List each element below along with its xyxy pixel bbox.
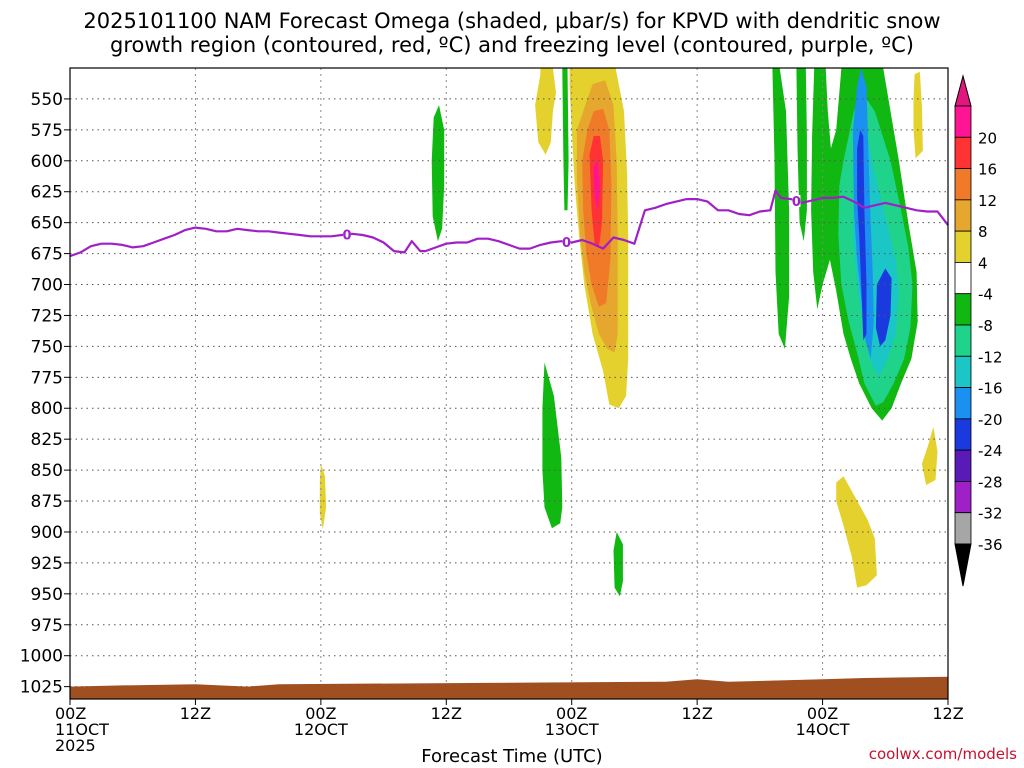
omega-region-7 — [431, 105, 445, 242]
colorbar-label: 12 — [978, 192, 997, 210]
omega-region-12 — [921, 426, 938, 485]
colorbar-bin — [954, 168, 972, 201]
y-tick-label: 600 — [31, 152, 63, 172]
freezing-label-bg-2 — [792, 195, 801, 208]
x-tick-label: 12Z — [681, 704, 712, 723]
colorbar-bin — [954, 418, 972, 451]
omega-region-5 — [593, 160, 600, 211]
y-tick-label: 875 — [31, 492, 63, 512]
surface-terrain — [70, 676, 948, 699]
omega-region-10 — [319, 463, 327, 530]
colorbar-label: -24 — [978, 442, 1003, 460]
plot-frame — [69, 67, 949, 700]
y-axis: 550 575 600 625 650 675 700 725 750 775 800 825 850 8… — [20, 90, 70, 698]
freezing-level-layer: 0 0 0 — [69, 189, 949, 258]
freezing-level-label: 0 — [792, 195, 801, 210]
colorbar-bin — [954, 387, 972, 420]
colorbar-bin — [954, 512, 972, 545]
colorbar-label: 16 — [978, 161, 997, 179]
omega-region-21 — [875, 268, 892, 347]
colorbar-label: -16 — [978, 380, 1003, 398]
y-tick-label: 700 — [31, 276, 63, 296]
y-tick-label: 550 — [31, 90, 63, 110]
colorbar-bottom-arrow — [954, 543, 972, 587]
y-tick-label: 925 — [31, 554, 63, 574]
x-tick-label: 00Z — [55, 704, 86, 723]
chart-title-line-1: 2025101100 NAM Forecast Omega (shaded, μ… — [83, 9, 941, 33]
colorbar-bin — [954, 324, 972, 357]
freezing-label-bg-1 — [562, 235, 571, 248]
x-tick-label: 2025 — [55, 736, 96, 755]
y-tick-label: 950 — [31, 585, 63, 605]
colorbar-label: -28 — [978, 473, 1003, 491]
colorbar-label: 8 — [978, 223, 988, 241]
omega-region-0 — [535, 68, 556, 155]
y-tick-label: 750 — [31, 337, 63, 357]
freezing-level-label: 0 — [562, 236, 571, 251]
y-tick-label: 825 — [31, 430, 63, 450]
y-tick-label: 575 — [31, 121, 63, 141]
y-tick-label: 850 — [31, 461, 63, 481]
x-tick-label: 00Z — [305, 704, 336, 723]
omega-region-9 — [613, 532, 623, 597]
x-tick-label: 14OCT — [796, 720, 850, 739]
x-tick-label: 00Z — [556, 704, 587, 723]
colorbar-top-arrow — [954, 74, 972, 107]
colorbar-bin — [954, 293, 972, 326]
colorbar-bin — [954, 481, 972, 514]
omega-shading-layer — [319, 68, 938, 597]
x-axis-label: Forecast Time (UTC) — [421, 746, 603, 767]
colorbar-label: -8 — [978, 317, 993, 335]
omega-region-14 — [772, 68, 790, 349]
y-tick-label: 775 — [31, 368, 63, 388]
omega-region-11 — [913, 71, 923, 159]
colorbar-bin — [954, 449, 972, 482]
colorbar-bin — [954, 355, 972, 388]
colorbar-bin — [954, 262, 972, 295]
colorbar-label: 20 — [978, 129, 997, 147]
credit-link[interactable]: coolwx.com/models — [868, 745, 1017, 763]
colorbar: 20 16 12 8 4 -4 -8 -12 -16 -20 -24 -28 -32 -36 — [954, 74, 1003, 587]
x-tick-label: 00Z — [807, 704, 838, 723]
colorbar-bin — [954, 199, 972, 232]
omega-region-15 — [796, 68, 807, 242]
omega-region-20 — [857, 129, 867, 341]
y-tick-label: 800 — [31, 399, 63, 419]
freezing-level-label: 0 — [342, 228, 351, 243]
y-tick-label: 900 — [31, 523, 63, 543]
colorbar-label: 4 — [978, 254, 988, 272]
x-tick-label: 12Z — [431, 704, 462, 723]
colorbar-label: -32 — [978, 505, 1003, 523]
y-tick-label: 625 — [31, 183, 63, 203]
grid-layer — [70, 68, 948, 699]
colorbar-bin — [954, 105, 972, 138]
surface-layer — [70, 676, 948, 699]
y-tick-label: 675 — [31, 245, 63, 265]
colorbar-label: -4 — [978, 286, 993, 304]
colorbar-bin — [954, 136, 972, 169]
y-tick-label: 975 — [31, 616, 63, 636]
colorbar-bin — [954, 230, 972, 263]
x-tick-label: 12OCT — [294, 720, 348, 739]
y-tick-label: 1000 — [20, 647, 63, 667]
omega-region-8 — [542, 362, 563, 529]
y-tick-label: 725 — [31, 306, 63, 326]
omega-region-6 — [562, 68, 569, 211]
y-tick-label: 1025 — [20, 678, 63, 698]
y-tick-label: 650 — [31, 214, 63, 234]
chart-title-line-2: growth region (contoured, red, ºC) and f… — [110, 33, 914, 57]
x-tick-label: 13OCT — [545, 720, 599, 739]
x-tick-label: 11OCT — [55, 720, 109, 739]
colorbar-label: -12 — [978, 348, 1003, 366]
x-tick-label: 12Z — [180, 704, 211, 723]
freezing-label-bg-0 — [342, 228, 351, 241]
colorbar-label: -20 — [978, 411, 1003, 429]
x-tick-label: 12Z — [932, 704, 963, 723]
colorbar-label: -36 — [978, 536, 1003, 554]
